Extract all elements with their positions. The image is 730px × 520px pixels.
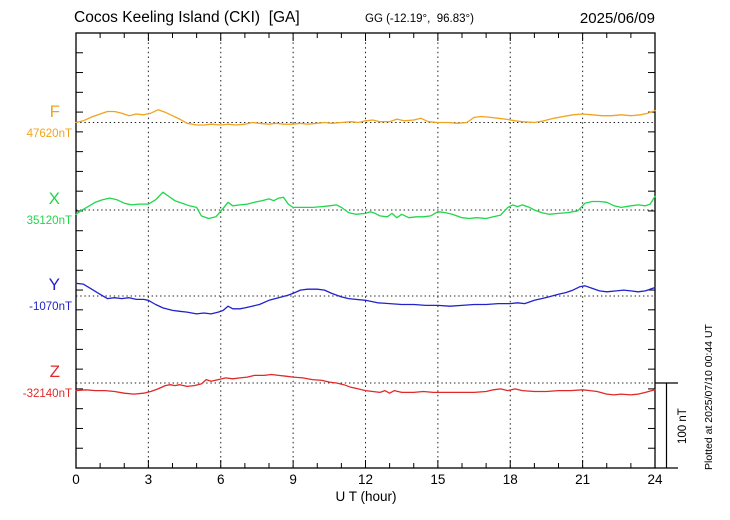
x-tick-label-12: 12 [357,472,374,487]
geographic-coordinates: GG (-12.19°, 96.83°) [365,13,474,25]
series-bias-Y: -1070nT [29,301,72,313]
x-tick-label-24: 24 [647,472,663,487]
x-tick-label-15: 15 [430,472,446,487]
x-tick-label-3: 3 [144,472,153,487]
page-title: Cocos Keeling Island (CKI) [GA] [74,9,300,26]
scale-bar [655,382,678,469]
trace-X [75,191,656,220]
series-bias-F: 47620nT [26,127,72,140]
series-bias-X: 35120nT [26,215,72,227]
plotted-timestamp: Plotted at 2025/07/10 00:44 UT [703,324,715,470]
hour-ticks [75,33,656,468]
series-label-Y: Y [48,275,60,294]
series-label-X: X [48,189,60,208]
series-label-F: F [49,101,60,121]
x-tick-label-6: 6 [216,472,225,487]
x-tick-label-18: 18 [502,472,518,487]
trace-Z [75,373,656,396]
x-tick-label-9: 9 [289,472,297,487]
nt-ticks [76,52,655,449]
x-axis-title: U T (hour) [335,489,397,504]
series-label-Z: Z [49,362,60,381]
trace-F [75,109,656,126]
trace-Y [75,282,656,315]
observation-date: 2025/06/09 [579,10,655,27]
series-bias-Z: -32140nT [22,388,72,400]
x-tick-label-21: 21 [575,472,591,487]
x-tick-label-0: 0 [72,472,80,487]
